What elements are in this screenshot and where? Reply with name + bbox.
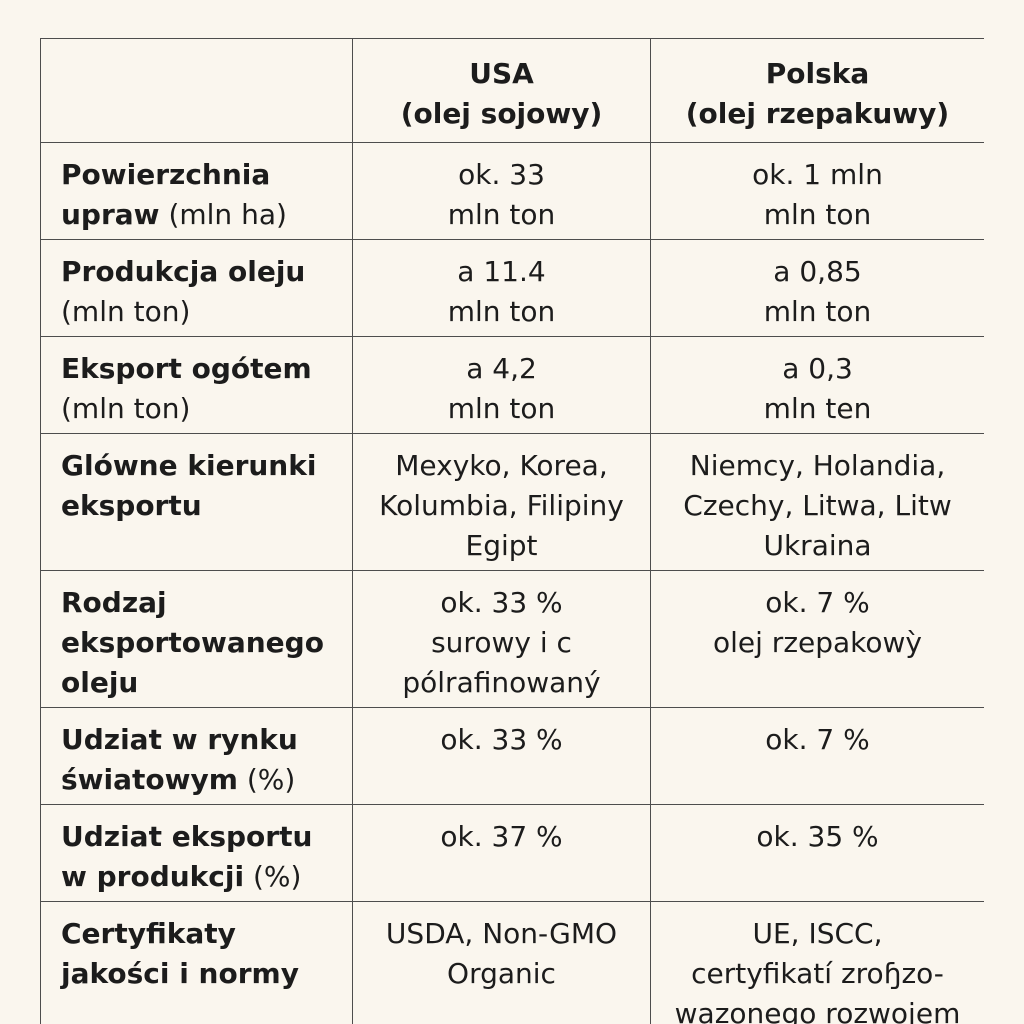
header-usa: USA (olej sojowy) (352, 38, 651, 143)
header-empty-cell (40, 38, 353, 143)
usa-value: ok. 33 mln ton (352, 142, 651, 240)
table-row: Rodzaj eksportowanego oleju ok. 33 % sur… (40, 570, 984, 708)
row-label: Udziat eksportu w produkcji (%) (40, 804, 353, 902)
table-row: Udziat eksportu w produkcji (%) ok. 37 %… (40, 804, 984, 902)
row-label: Produkcja oleju (mln ton) (40, 239, 353, 337)
usa-value: USDA, Non-GMO Organic (352, 901, 651, 1024)
comparison-table: USA (olej sojowy) Polska (olej rzepakuwy… (40, 38, 984, 1024)
polska-value: a 0,85 mln ton (650, 239, 984, 337)
row-label-normal: (mln ton) (61, 295, 191, 328)
header-polska: Polska (olej rzepakuwy) (650, 38, 984, 143)
polska-value: ok. 7 % olej rzepakowỳ (650, 570, 984, 708)
row-label: Powierzchnia upraw (mln ha) (40, 142, 353, 240)
header-row: USA (olej sojowy) Polska (olej rzepakuwy… (40, 38, 984, 143)
row-label-bold: Powierzchnia upraw (61, 158, 271, 231)
row-label: Udziat w rynku światowym (%) (40, 707, 353, 805)
row-label-bold: Rodzaj eksportowanego oleju (61, 586, 324, 699)
row-label-bold: Eksport ogótem (61, 352, 312, 385)
row-label-bold: Glówne kierunki eksportu (61, 449, 317, 522)
polska-value: ok. 35 % (650, 804, 984, 902)
table-row: Eksport ogótem (mln ton) a 4,2 mln ton a… (40, 336, 984, 434)
table-row: Produkcja oleju (mln ton) a 11.4 mln ton… (40, 239, 984, 337)
polska-value: UE, ISCC, certyfikatí zroɧzo- wazonego r… (650, 901, 984, 1024)
polska-value: ok. 7 % (650, 707, 984, 805)
row-label-bold: Udziat w rynku światowym (61, 723, 298, 796)
table-row: Glówne kierunki eksportu Mexyko, Korea, … (40, 433, 984, 571)
polska-value: ok. 1 mln mln ton (650, 142, 984, 240)
usa-value: ok. 37 % (352, 804, 651, 902)
row-label: Eksport ogótem (mln ton) (40, 336, 353, 434)
comparison-table-wrapper: USA (olej sojowy) Polska (olej rzepakuwy… (40, 38, 984, 1024)
usa-value: a 11.4 mln ton (352, 239, 651, 337)
row-label-normal: (%) (237, 763, 296, 796)
table-row: Powierzchnia upraw (mln ha) ok. 33 mln t… (40, 142, 984, 240)
table-row: Udziat w rynku światowym (%) ok. 33 % ok… (40, 707, 984, 805)
usa-value: Mexyko, Korea, Kolumbia, Filipiny Egipt (352, 433, 651, 571)
row-label-normal: (mln ton) (61, 392, 191, 425)
row-label: Glówne kierunki eksportu (40, 433, 353, 571)
polska-value: Niemcy, Holandia, Czechy, Litwa, Litw Uk… (650, 433, 984, 571)
polska-value: a 0,3 mln ten (650, 336, 984, 434)
row-label-bold: Certyfikaty jakości i normy (61, 917, 299, 990)
row-label-bold: Udziat eksportu w produkcji (61, 820, 313, 893)
usa-value: ok. 33 % (352, 707, 651, 805)
row-label: Rodzaj eksportowanego oleju (40, 570, 353, 708)
row-label-normal: (%) (244, 860, 302, 893)
row-label: Certyfikaty jakości i normy (40, 901, 353, 1024)
row-label-normal: (mln ha) (159, 198, 287, 231)
usa-value: a 4,2 mln ton (352, 336, 651, 434)
usa-value: ok. 33 % surowy i c pólrafinowaný (352, 570, 651, 708)
table-row: Certyfikaty jakości i normy USDA, Non-GM… (40, 901, 984, 1024)
row-label-bold: Produkcja oleju (61, 255, 306, 288)
